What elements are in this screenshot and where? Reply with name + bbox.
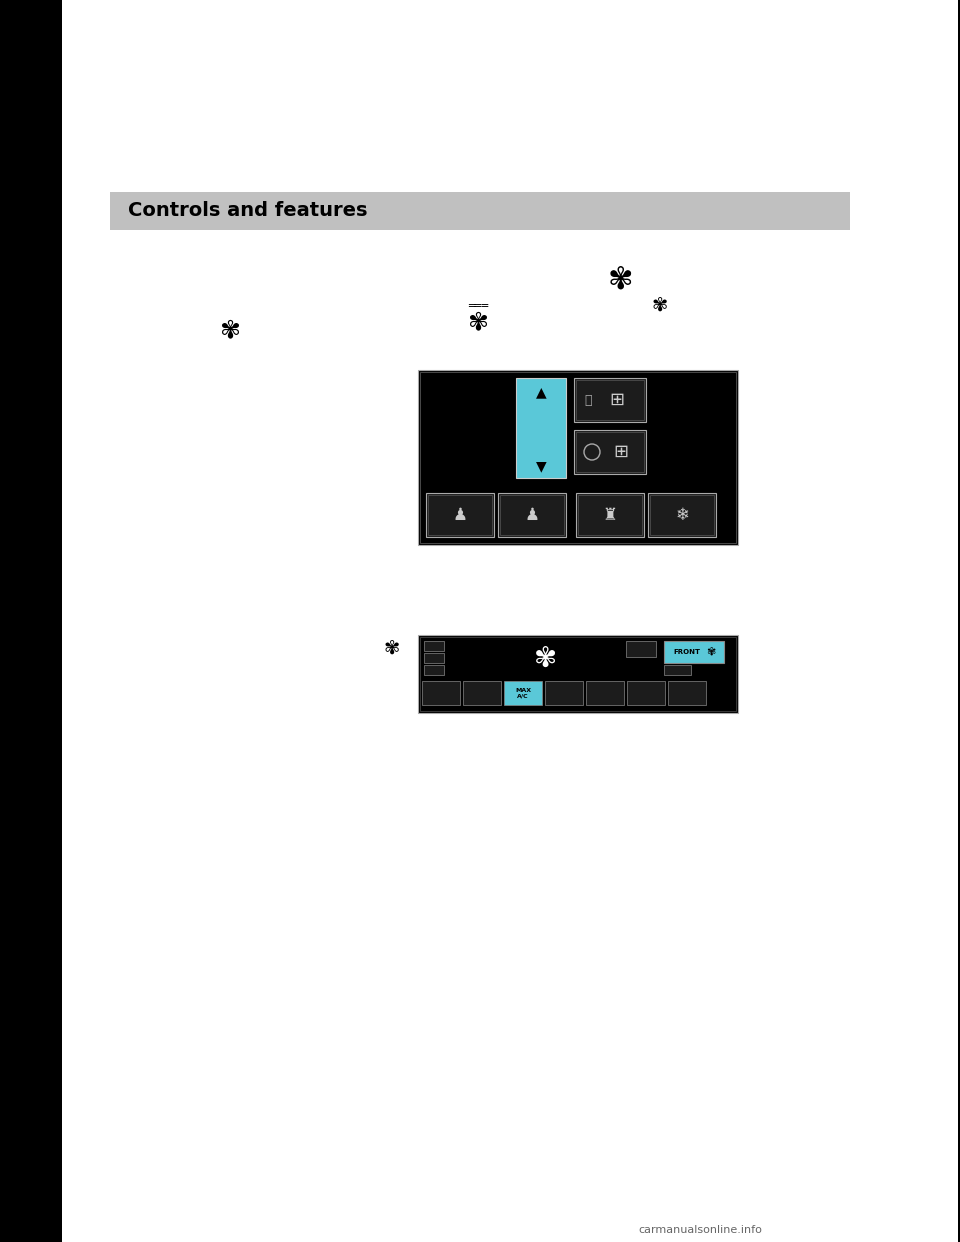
Bar <box>424 664 444 674</box>
Text: MAX
A/C: MAX A/C <box>515 688 531 698</box>
Text: ◂: ◂ <box>409 479 414 491</box>
Text: 🌀: 🌀 <box>585 394 592 406</box>
Text: ♟: ♟ <box>524 505 540 524</box>
Bar <box>668 681 706 705</box>
Text: ▲: ▲ <box>536 385 546 399</box>
Bar <box>428 496 492 535</box>
Bar <box>426 493 494 537</box>
Bar <box>650 496 714 535</box>
Text: ♜: ♜ <box>603 505 617 524</box>
Text: ♟: ♟ <box>452 505 468 524</box>
Bar <box>576 432 644 472</box>
Text: ⊞: ⊞ <box>613 443 629 461</box>
Bar <box>574 430 646 474</box>
Text: ✾: ✾ <box>535 645 558 673</box>
Bar <box>626 641 656 657</box>
Bar <box>420 373 736 543</box>
Bar <box>516 378 566 478</box>
Bar <box>578 496 642 535</box>
Text: ✾: ✾ <box>468 310 489 334</box>
Bar <box>576 380 644 420</box>
Bar <box>504 681 542 705</box>
Text: ═══: ═══ <box>468 301 488 310</box>
Text: carmanualsonline.info: carmanualsonline.info <box>638 1225 762 1235</box>
Bar <box>418 370 738 545</box>
Bar <box>574 378 646 422</box>
Bar <box>463 681 501 705</box>
Text: ✾: ✾ <box>220 318 241 342</box>
Bar <box>110 193 850 230</box>
Bar <box>418 635 738 713</box>
Bar <box>545 681 583 705</box>
Bar <box>424 641 444 651</box>
Bar <box>420 637 736 710</box>
Bar <box>664 641 725 663</box>
Bar <box>586 681 624 705</box>
Bar <box>498 493 566 537</box>
Bar <box>664 664 691 674</box>
Bar <box>422 681 460 705</box>
Text: ✾: ✾ <box>384 638 400 657</box>
Text: ✾: ✾ <box>707 647 716 657</box>
Bar <box>424 653 444 663</box>
Text: FRONT: FRONT <box>674 650 701 655</box>
Bar <box>648 493 716 537</box>
Bar <box>576 493 644 537</box>
Bar <box>627 681 665 705</box>
Text: ▼: ▼ <box>536 460 546 473</box>
Text: ✾: ✾ <box>608 266 633 294</box>
Text: ✾: ✾ <box>652 296 668 314</box>
Text: Controls and features: Controls and features <box>128 201 368 221</box>
Text: ⊞: ⊞ <box>610 391 625 409</box>
Bar <box>500 496 564 535</box>
Text: ❄: ❄ <box>675 505 689 524</box>
